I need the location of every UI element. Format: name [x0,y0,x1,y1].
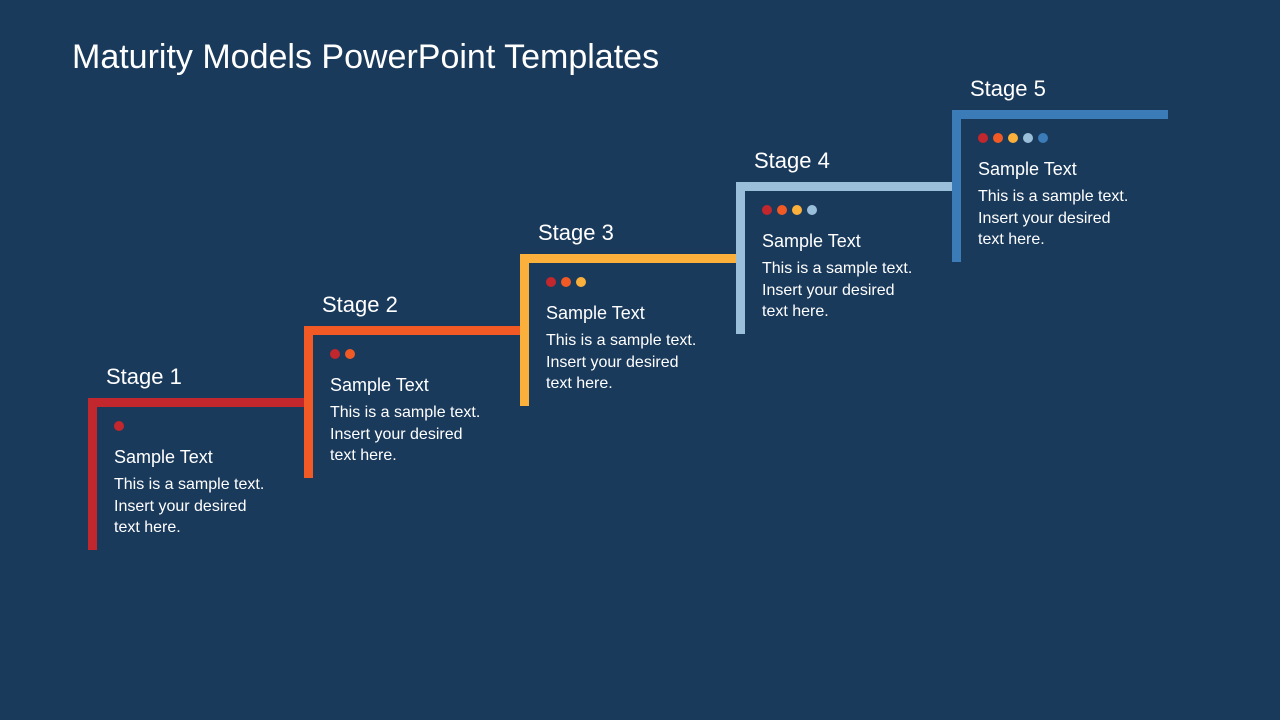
stage-content: Sample Text This is a sample text. Insert… [952,119,1132,251]
stage-bracket [952,110,1168,119]
page-title: Maturity Models PowerPoint Templates [72,38,659,77]
bracket-horizontal [952,110,1168,119]
sample-title: Sample Text [546,303,700,324]
stage-3: Stage 3 Sample Text This is a sample text.… [520,220,736,395]
dot-icon [345,349,355,359]
dot-icon [762,205,772,215]
dot-icon [546,277,556,287]
bracket-vertical [304,326,313,478]
stage-label: Stage 4 [736,148,952,174]
stage-2: Stage 2 Sample Text This is a sample text.… [304,292,520,467]
stage-content: Sample Text This is a sample text. Insert… [88,407,268,539]
dot-icon [978,133,988,143]
sample-body: This is a sample text. Insert your desir… [978,186,1132,251]
stage-bracket [520,254,736,263]
sample-title: Sample Text [762,231,916,252]
stage-label: Stage 1 [88,364,304,390]
bracket-vertical [952,110,961,262]
stage-1: Stage 1 Sample Text This is a sample text.… [88,364,304,539]
dot-icon [561,277,571,287]
bracket-vertical [520,254,529,406]
bracket-vertical [736,182,745,334]
dot-icon [777,205,787,215]
dot-icon [792,205,802,215]
stage-bracket [736,182,952,191]
stage-bracket [88,398,304,407]
stage-content: Sample Text This is a sample text. Insert… [520,263,700,395]
dot-icon [1038,133,1048,143]
sample-title: Sample Text [114,447,268,468]
stage-dots [762,205,916,215]
stage-label: Stage 5 [952,76,1168,102]
dot-icon [807,205,817,215]
bracket-horizontal [520,254,736,263]
stage-content: Sample Text This is a sample text. Insert… [736,191,916,323]
bracket-horizontal [304,326,520,335]
stage-4: Stage 4 Sample Text This is a sample text.… [736,148,952,323]
stage-dots [546,277,700,287]
sample-title: Sample Text [330,375,484,396]
dot-icon [114,421,124,431]
sample-title: Sample Text [978,159,1132,180]
sample-body: This is a sample text. Insert your desir… [114,474,268,539]
stage-content: Sample Text This is a sample text. Insert… [304,335,484,467]
dot-icon [1008,133,1018,143]
stage-bracket [304,326,520,335]
bracket-horizontal [736,182,952,191]
stage-dots [978,133,1132,143]
sample-body: This is a sample text. Insert your desir… [330,402,484,467]
sample-body: This is a sample text. Insert your desir… [546,330,700,395]
sample-body: This is a sample text. Insert your desir… [762,258,916,323]
bracket-vertical [88,398,97,550]
stage-dots [330,349,484,359]
dot-icon [993,133,1003,143]
dot-icon [330,349,340,359]
dot-icon [1023,133,1033,143]
stage-dots [114,421,268,431]
bracket-horizontal [88,398,304,407]
stage-label: Stage 3 [520,220,736,246]
stage-5: Stage 5 Sample Text This is a sample text.… [952,76,1168,251]
stage-label: Stage 2 [304,292,520,318]
dot-icon [576,277,586,287]
